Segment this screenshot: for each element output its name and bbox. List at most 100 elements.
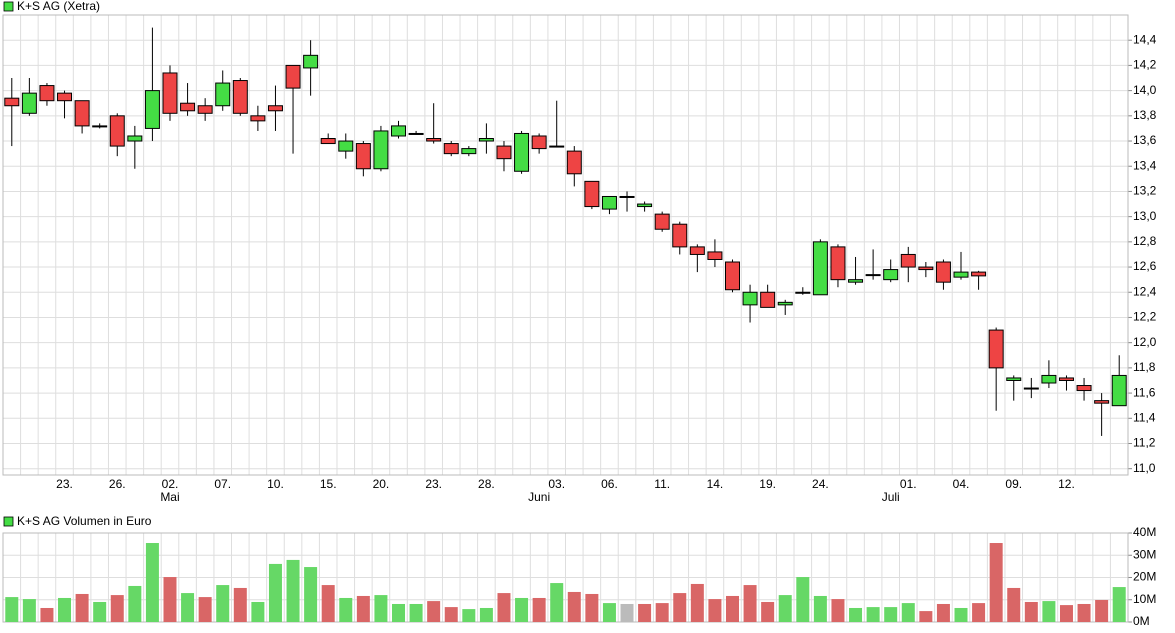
candle-body	[197, 105, 213, 114]
candle-body	[127, 135, 143, 142]
volume-bar	[233, 587, 247, 622]
candle-body	[215, 82, 231, 107]
volume-bar	[761, 601, 775, 622]
x-tick-label: 11.	[654, 477, 670, 491]
candle-body	[707, 251, 723, 260]
candle-body	[654, 213, 670, 230]
volume-bar	[1024, 601, 1038, 622]
y-tick-label: 12,6	[1133, 259, 1157, 273]
volume-bar	[40, 607, 54, 622]
candle-body	[724, 261, 740, 291]
volume-bar	[1042, 601, 1056, 622]
volume-bar	[1077, 603, 1091, 622]
y-tick-label: 10M	[1133, 592, 1156, 606]
x-tick-label: 06.	[601, 477, 618, 491]
y-tick-label: 13,8	[1133, 108, 1157, 122]
candle-body	[232, 80, 248, 114]
candle-body	[1006, 377, 1022, 381]
volume-bar	[392, 603, 406, 622]
candle-body	[760, 291, 776, 308]
x-tick-label: 04.	[953, 477, 970, 491]
volume-bar	[1112, 587, 1126, 622]
candle-body	[795, 291, 811, 294]
candle-body	[144, 90, 160, 129]
legend-swatch	[3, 1, 14, 12]
volume-bar	[532, 597, 546, 622]
volume-bar	[673, 593, 687, 622]
volume-bar	[989, 543, 1003, 622]
y-tick-label: 12,0	[1133, 335, 1157, 349]
x-tick-label: 12.	[1058, 477, 1075, 491]
candle-body	[1094, 400, 1110, 404]
volume-bar	[321, 585, 335, 622]
volume-bar	[479, 607, 493, 622]
volume-bar	[1095, 599, 1109, 622]
volume-bar	[75, 593, 89, 622]
candle-body	[250, 115, 266, 122]
candle-body	[496, 145, 512, 160]
candle-body	[812, 241, 828, 296]
volume-bar	[796, 577, 810, 622]
volume-bar	[304, 567, 318, 622]
volume-bar	[93, 601, 107, 622]
candle-body	[320, 138, 336, 145]
volume-bar	[5, 597, 19, 622]
y-tick-label: 13,2	[1133, 184, 1157, 198]
candle-body	[180, 102, 196, 112]
candle-body	[285, 64, 301, 89]
candle-body	[953, 271, 969, 278]
volume-bar	[638, 603, 652, 622]
volume-bar	[972, 603, 986, 622]
candle-body	[4, 97, 20, 107]
x-tick-label: 02.	[162, 477, 179, 491]
candle-body	[566, 150, 582, 175]
volume-bar	[427, 601, 441, 622]
candle-body	[601, 195, 617, 210]
volume-bar	[339, 597, 353, 622]
candle-body	[21, 92, 37, 114]
volume-bar	[585, 593, 599, 622]
candle-body	[514, 132, 530, 172]
candle-body	[338, 140, 354, 152]
candle-body	[391, 125, 407, 137]
candle-body	[830, 246, 846, 281]
y-tick-label: 12,2	[1133, 310, 1157, 324]
y-tick-label: 13,4	[1133, 158, 1157, 172]
candle-body	[883, 269, 899, 281]
y-tick-label: 30M	[1133, 547, 1156, 561]
y-tick-label: 14,4	[1133, 32, 1157, 46]
candle-body	[426, 138, 442, 142]
volume-bar	[901, 603, 915, 622]
y-tick-label: 40M	[1133, 525, 1156, 539]
y-tick-label: 12,4	[1133, 284, 1157, 298]
candle-body	[988, 329, 1004, 369]
candle-body	[619, 195, 635, 198]
candle-body	[74, 100, 90, 127]
candle-body	[672, 223, 688, 248]
volume-bar	[708, 599, 722, 622]
volume-bar	[515, 597, 529, 622]
volume-bar	[163, 577, 177, 622]
x-tick-label: 03.	[548, 477, 565, 491]
y-tick-label: 11,0	[1133, 461, 1156, 475]
volume-bar	[198, 597, 212, 622]
x-tick-label: 23.	[425, 477, 442, 491]
x-tick-label: 01.	[900, 477, 917, 491]
x-tick-label: 20.	[373, 477, 390, 491]
chart-title: K+S AG Volumen in Euro	[17, 514, 152, 528]
volume-bar	[550, 583, 564, 622]
volume-bar	[831, 599, 845, 622]
volume-bar	[145, 543, 159, 622]
candle-body	[971, 271, 987, 277]
volume-bar	[497, 593, 511, 622]
volume-bar	[954, 607, 968, 622]
candle-body	[1058, 377, 1074, 381]
candle-body	[373, 130, 389, 170]
y-tick-label: 11,6	[1133, 385, 1156, 399]
chart-title: K+S AG (Xetra)	[17, 0, 100, 13]
y-tick-label: 0M	[1133, 614, 1150, 628]
y-tick-label: 12,8	[1133, 234, 1157, 248]
candle-body	[848, 279, 864, 283]
volume-bar	[374, 595, 388, 622]
